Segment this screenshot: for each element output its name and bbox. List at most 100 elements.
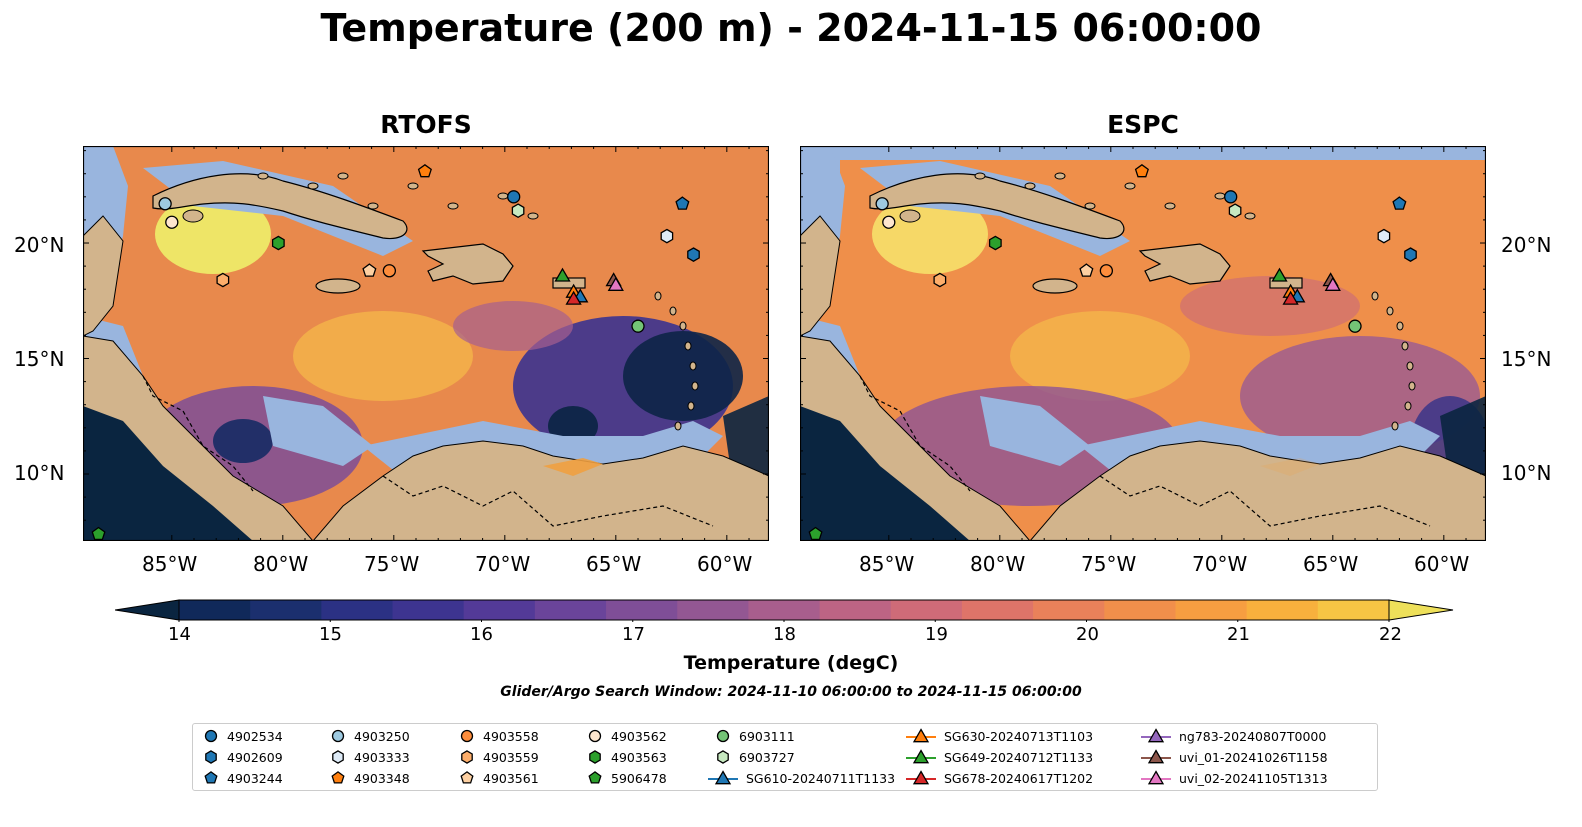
marker-4903244[interactable] xyxy=(675,196,690,210)
legend-label: 4903558 xyxy=(483,728,539,744)
marker-4903348[interactable] xyxy=(1134,163,1149,178)
legend-marker-icon xyxy=(204,771,218,784)
lon-label: 65°W xyxy=(1303,552,1359,576)
colorbar-tick: 21 xyxy=(1227,624,1250,645)
colorbar-tick: 22 xyxy=(1379,624,1402,645)
map-panel-rtofs[interactable] xyxy=(83,146,769,541)
colorbar-tick: 18 xyxy=(773,624,796,645)
legend-item: uvi_02-20241105T1313 xyxy=(1141,769,1328,787)
marker-4903250[interactable] xyxy=(158,197,172,211)
legend-item: ng783-20240807T0000 xyxy=(1141,727,1326,745)
marker-4903333[interactable] xyxy=(1377,228,1391,244)
marker-4903562[interactable] xyxy=(882,215,896,229)
marker-uvi_02-20241105T1313[interactable] xyxy=(607,276,624,291)
legend-item: 4903561 xyxy=(459,769,539,787)
legend-marker-icon xyxy=(461,750,473,764)
marker-4903348[interactable] xyxy=(417,163,432,178)
legend-item: SG610-20240711T1133 xyxy=(708,769,895,787)
marker-4903561[interactable] xyxy=(1079,263,1094,277)
legend-item: 6903111 xyxy=(715,727,795,745)
legend-item: 4903333 xyxy=(330,748,410,766)
colorbar-ticks: 14 15 16 17 18 19 20 21 22 xyxy=(0,624,1582,650)
marker-4903250[interactable] xyxy=(875,197,889,211)
colorbar-tick: 14 xyxy=(168,624,191,645)
colorbar-tick: 17 xyxy=(622,624,645,645)
marker-4903559[interactable] xyxy=(933,272,947,288)
legend-label: SG678-20240617T1202 xyxy=(944,770,1094,786)
legend-item: 4903558 xyxy=(459,727,539,745)
marker-4903561[interactable] xyxy=(362,263,377,277)
lon-label: 65°W xyxy=(586,552,642,576)
marker-6903727[interactable] xyxy=(1228,203,1242,219)
legend-item: 6903727 xyxy=(715,748,795,766)
legend-label: 4903561 xyxy=(483,770,539,786)
lat-label-left: 10°N xyxy=(14,461,65,485)
marker-SG678-20240617T1202[interactable] xyxy=(1282,290,1299,305)
legend-label: 4902534 xyxy=(227,728,283,744)
legend-item: 4903559 xyxy=(459,748,539,766)
marker-4903558[interactable] xyxy=(382,264,397,278)
legend-label: 4903562 xyxy=(611,728,667,744)
marker-5906478[interactable] xyxy=(808,526,823,541)
lon-label: 85°W xyxy=(142,552,198,576)
marker-uvi_02-20241105T1313[interactable] xyxy=(1324,276,1341,291)
marker-4902534[interactable] xyxy=(1224,190,1238,204)
lon-label: 75°W xyxy=(1081,552,1137,576)
marker-4903333[interactable] xyxy=(660,228,674,244)
legend-marker-icon xyxy=(1141,749,1171,764)
marker-SG649-20240712T1133[interactable] xyxy=(1271,267,1288,282)
legend-label: 4903563 xyxy=(611,749,667,765)
legend-label: uvi_02-20241105T1313 xyxy=(1179,770,1328,786)
lat-label-left: 15°N xyxy=(14,347,65,371)
legend-marker-icon xyxy=(332,750,344,764)
lat-label-left: 20°N xyxy=(14,233,65,257)
legend-label: SG649-20240712T1133 xyxy=(944,749,1094,765)
marker-4903562[interactable] xyxy=(165,215,179,229)
panel-title-espc: ESPC xyxy=(1107,110,1179,139)
lat-label-right: 20°N xyxy=(1501,233,1552,257)
lon-label: 60°W xyxy=(1414,552,1470,576)
legend-label: 5906478 xyxy=(611,770,667,786)
legend-item: 4903563 xyxy=(587,748,667,766)
marker-6903111[interactable] xyxy=(631,319,645,333)
marker-4902534[interactable] xyxy=(507,190,521,204)
legend-label: SG610-20240711T1133 xyxy=(746,770,896,786)
legend-marker-icon xyxy=(460,771,474,784)
legend-item: SG630-20240713T1103 xyxy=(906,727,1093,745)
marker-SG649-20240712T1133[interactable] xyxy=(554,267,571,282)
colorbar-tick: 19 xyxy=(925,624,948,645)
legend-item: 4902609 xyxy=(203,748,283,766)
legend-label: 4903559 xyxy=(483,749,539,765)
marker-4902609[interactable] xyxy=(1404,247,1417,262)
marker-4903563[interactable] xyxy=(271,235,285,251)
lon-label: 70°W xyxy=(1192,552,1248,576)
marker-5906478[interactable] xyxy=(91,526,106,541)
legend-marker-icon xyxy=(906,770,936,785)
marker-6903727[interactable] xyxy=(511,203,525,219)
panel-title-rtofs: RTOFS xyxy=(380,110,472,139)
legend-label: SG630-20240713T1103 xyxy=(944,728,1094,744)
legend-marker-icon xyxy=(205,750,217,764)
lon-label: 60°W xyxy=(697,552,753,576)
legend-item: SG649-20240712T1133 xyxy=(906,748,1093,766)
marker-4903563[interactable] xyxy=(988,235,1002,251)
colorbar xyxy=(115,599,1454,622)
legend-item: 4903348 xyxy=(330,769,410,787)
legend-marker-icon xyxy=(204,729,218,743)
marker-4903559[interactable] xyxy=(216,272,230,288)
map-panel-espc[interactable] xyxy=(800,146,1486,541)
search-window-text: Glider/Argo Search Window: 2024-11-10 06… xyxy=(500,684,1082,700)
marker-4903558[interactable] xyxy=(1099,264,1114,278)
legend-marker-icon xyxy=(331,729,345,743)
colorbar-tick: 16 xyxy=(470,624,493,645)
legend-label: 6903111 xyxy=(739,728,795,744)
marker-4903244[interactable] xyxy=(1392,196,1407,210)
legend-marker-icon xyxy=(331,771,345,784)
marker-SG678-20240617T1202[interactable] xyxy=(565,290,582,305)
marker-6903111[interactable] xyxy=(1348,319,1362,333)
lon-label: 80°W xyxy=(253,552,309,576)
lon-label: 70°W xyxy=(475,552,531,576)
legend-marker-icon xyxy=(1141,728,1171,743)
legend-marker-icon xyxy=(717,750,729,764)
marker-4902609[interactable] xyxy=(687,247,700,262)
